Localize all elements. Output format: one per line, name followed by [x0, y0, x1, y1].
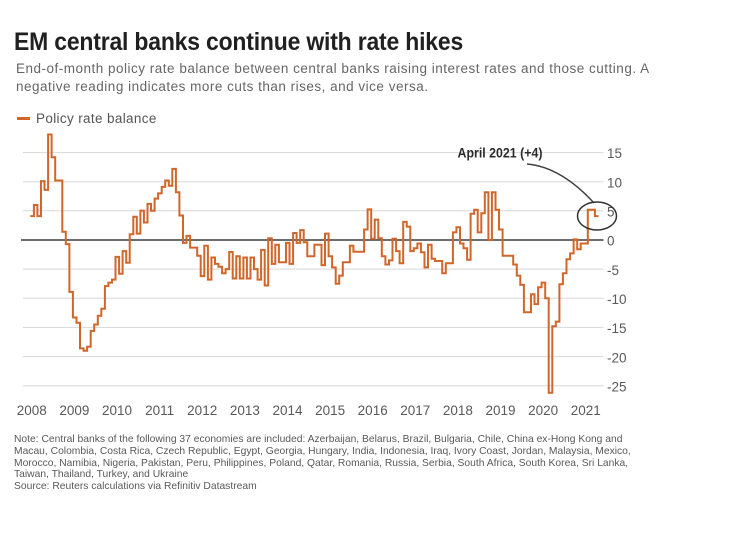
svg-text:2021: 2021	[571, 403, 601, 418]
svg-text:-5: -5	[607, 263, 619, 278]
svg-text:2013: 2013	[230, 403, 260, 418]
svg-text:10: 10	[607, 175, 622, 190]
svg-text:-25: -25	[607, 379, 627, 394]
svg-text:2017: 2017	[400, 403, 430, 418]
svg-text:2016: 2016	[358, 403, 388, 418]
svg-text:-15: -15	[607, 321, 627, 336]
svg-text:2008: 2008	[17, 403, 47, 418]
svg-text:0: 0	[607, 234, 615, 249]
svg-text:2018: 2018	[443, 403, 473, 418]
svg-text:2011: 2011	[145, 403, 174, 418]
svg-text:2012: 2012	[187, 403, 217, 418]
svg-text:2014: 2014	[272, 403, 303, 418]
svg-text:2019: 2019	[485, 403, 515, 418]
svg-text:April 2021 (+4): April 2021 (+4)	[458, 145, 543, 161]
svg-text:-10: -10	[607, 292, 627, 307]
svg-text:5: 5	[607, 205, 615, 220]
svg-text:2015: 2015	[315, 403, 345, 418]
svg-text:2010: 2010	[102, 403, 132, 418]
svg-text:-20: -20	[607, 350, 627, 365]
svg-text:2020: 2020	[528, 403, 558, 418]
svg-text:15: 15	[607, 146, 622, 161]
svg-text:2009: 2009	[59, 403, 89, 418]
